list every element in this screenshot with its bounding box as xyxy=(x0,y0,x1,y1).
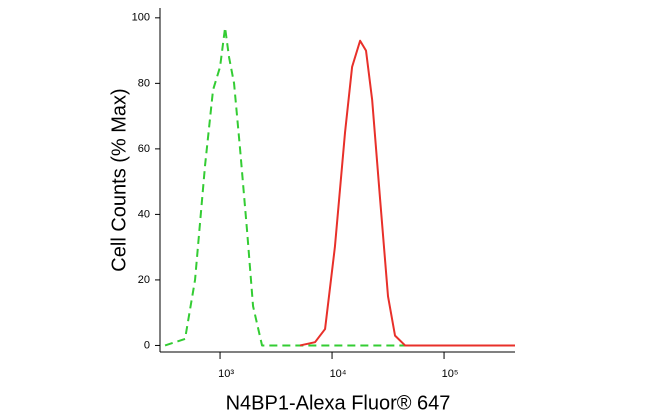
y-tick-label: 40 xyxy=(138,208,150,220)
y-tick-label: 100 xyxy=(132,12,150,24)
y-tick-label: 80 xyxy=(138,77,150,89)
series-line xyxy=(164,26,512,347)
x-tick-label: 10⁴ xyxy=(330,368,347,380)
y-tick-label: 20 xyxy=(138,274,150,286)
y-tick-label: 60 xyxy=(138,143,150,155)
y-tick-label: 0 xyxy=(144,339,150,351)
y-axis-label: Cell Counts (% Max) xyxy=(108,88,130,271)
x-tick-label: 10⁵ xyxy=(442,368,459,380)
x-tick-label: 10³ xyxy=(218,368,234,380)
series-line xyxy=(299,39,515,347)
x-axis-label: N4BP1-Alexa Fluor® 647 xyxy=(226,392,451,414)
